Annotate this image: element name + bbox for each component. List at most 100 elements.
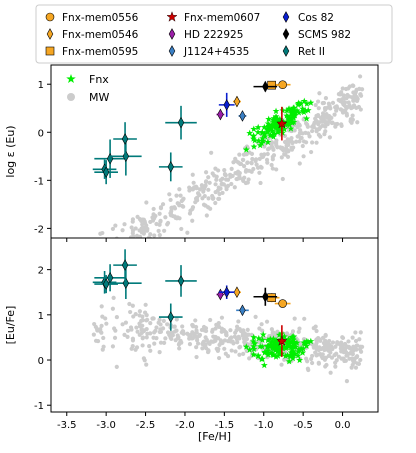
mw-point xyxy=(169,336,174,341)
fnx-point xyxy=(272,116,280,124)
mw-point xyxy=(304,356,309,361)
mw-point xyxy=(203,179,209,185)
data-point xyxy=(121,259,129,271)
data-point xyxy=(121,133,129,145)
fnx-point xyxy=(304,106,312,114)
mw-point xyxy=(95,245,99,249)
mw-point xyxy=(264,157,270,162)
mw-point xyxy=(330,100,336,105)
mw-point xyxy=(205,349,211,355)
fnx-point xyxy=(283,112,291,119)
fnx-point xyxy=(272,112,280,120)
mw-point xyxy=(174,193,179,198)
mw-point xyxy=(340,86,345,91)
fnx-point xyxy=(250,351,258,358)
mw-point xyxy=(300,143,305,149)
mw-point xyxy=(151,335,156,340)
mw-point xyxy=(170,333,175,338)
legend-label: Fnx-mem0607 xyxy=(184,12,260,24)
mw-point xyxy=(216,168,221,173)
mw-point xyxy=(235,176,240,182)
mw-point xyxy=(197,187,203,192)
mw-point xyxy=(354,343,359,348)
mw-point xyxy=(235,324,240,329)
mw-point xyxy=(316,361,321,366)
mw-point xyxy=(137,234,143,238)
legend-label: J1124+4535 xyxy=(183,46,249,58)
mw-point xyxy=(350,83,355,88)
mw-point xyxy=(143,310,148,315)
mw-point xyxy=(233,330,238,335)
mw-point xyxy=(236,319,241,324)
data-point xyxy=(239,304,246,317)
fnx-point xyxy=(294,352,302,359)
fnx-point xyxy=(307,337,315,345)
mw-point xyxy=(280,176,285,182)
mw-point xyxy=(195,341,201,346)
mw-point xyxy=(264,319,270,324)
fnx-point xyxy=(291,112,299,119)
mw-point xyxy=(194,196,199,201)
fnx-point xyxy=(272,346,279,354)
mw-point xyxy=(275,145,280,150)
mw-point xyxy=(139,318,144,323)
mw-point xyxy=(353,338,359,344)
mw-point xyxy=(130,231,135,236)
mw-point xyxy=(279,155,284,160)
mw-point xyxy=(158,322,163,327)
mw-point xyxy=(101,249,105,253)
mw-point xyxy=(350,335,355,340)
mw-point xyxy=(222,168,227,173)
mw-point xyxy=(126,253,130,257)
fnx-point xyxy=(287,125,295,132)
mw-point xyxy=(243,152,248,157)
mw-point xyxy=(228,336,233,341)
mw-point xyxy=(314,328,319,334)
mw-point xyxy=(127,301,132,307)
inner-legend-marker xyxy=(66,74,76,84)
mw-point xyxy=(242,175,247,180)
mw-point xyxy=(158,329,164,334)
mw-point xyxy=(175,333,180,338)
mw-point xyxy=(329,115,334,120)
mw-point xyxy=(314,140,319,145)
mw-point xyxy=(295,124,300,130)
mw-point xyxy=(323,124,328,129)
mw-point xyxy=(320,354,325,360)
mw-point xyxy=(334,108,339,113)
mw-point xyxy=(323,96,329,101)
mw-point xyxy=(323,129,328,134)
fnx-point xyxy=(296,356,304,364)
mw-point xyxy=(296,329,301,335)
mw-point xyxy=(339,348,345,353)
fnx-point xyxy=(250,342,257,350)
mw-point xyxy=(321,341,327,346)
fnx-point xyxy=(284,118,291,125)
legend-label: Ret II xyxy=(298,46,325,58)
mw-point xyxy=(133,312,138,317)
mw-point xyxy=(358,357,363,363)
fnx-point xyxy=(299,107,307,115)
fnx-point xyxy=(286,352,294,360)
fnx-point xyxy=(264,347,272,354)
mw-point xyxy=(245,180,250,185)
mw-point xyxy=(150,218,156,223)
mw-point xyxy=(214,177,219,182)
data-point xyxy=(276,117,288,129)
mw-point xyxy=(224,184,229,189)
mw-point xyxy=(341,93,346,98)
mw-point xyxy=(161,318,166,323)
mw-point xyxy=(305,124,310,129)
mw-point xyxy=(178,193,183,198)
fnx-point xyxy=(274,339,282,347)
mw-point xyxy=(237,152,242,157)
mw-point xyxy=(157,317,162,322)
legend-frame xyxy=(35,4,393,64)
mw-point xyxy=(284,140,289,146)
legend-marker xyxy=(168,28,176,40)
mw-point xyxy=(152,341,157,346)
mw-point xyxy=(330,120,335,125)
y-axis-label: log ε (Eu) xyxy=(4,125,17,177)
mw-point xyxy=(323,113,329,118)
mw-point xyxy=(134,325,139,330)
